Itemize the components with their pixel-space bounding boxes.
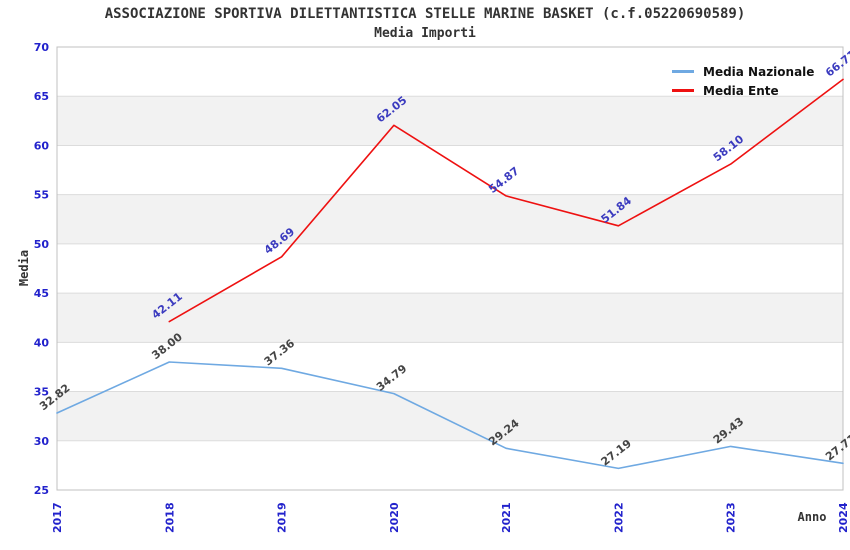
x-tick-label: 2020 (388, 502, 401, 533)
x-axis-title: Anno (798, 510, 827, 524)
legend-label-media-nazionale: Media Nazionale (703, 64, 815, 79)
point-label: 54.87 (486, 164, 521, 196)
x-tick-label: 2018 (163, 502, 176, 533)
chart-subtitle: Media Importi (374, 26, 476, 41)
legend-item-media-ente: Media Ente (672, 81, 814, 100)
legend-label-media-ente: Media Ente (703, 83, 779, 98)
plot-band (57, 391, 843, 441)
series-line-media-nazionale (56, 361, 844, 470)
x-tick-label: 2022 (612, 502, 625, 533)
y-tick-label: 70 (34, 41, 50, 54)
plot-band (57, 293, 843, 343)
y-tick-label: 50 (34, 238, 50, 251)
x-tick-label: 2017 (51, 502, 64, 533)
y-tick-label: 35 (34, 386, 49, 399)
y-axis-title: Media (17, 250, 31, 286)
x-tick-label: 2021 (500, 502, 513, 533)
y-tick-label: 45 (34, 287, 49, 300)
plot-frame (56, 46, 844, 491)
y-tick-label: 55 (34, 189, 49, 202)
point-label: 34.79 (374, 362, 409, 394)
chart-title: ASSOCIAZIONE SPORTIVA DILETTANTISTICA ST… (104, 6, 746, 22)
y-tick-label: 30 (34, 435, 50, 448)
media-nazionale-line-swatch-icon (672, 70, 694, 73)
series-line-media-ente (168, 78, 844, 323)
plot-band (57, 96, 843, 146)
legend: Media Nazionale Media Ente (672, 62, 814, 100)
point-label: 66.71 (823, 48, 850, 80)
x-tick-label: 2023 (725, 502, 738, 533)
media-ente-line-swatch-icon (672, 89, 694, 92)
point-label: 27.19 (599, 437, 634, 469)
y-tick-label: 25 (34, 484, 49, 497)
y-tick-label: 60 (34, 139, 50, 152)
legend-item-media-nazionale: Media Nazionale (672, 62, 814, 81)
plot-band (57, 194, 843, 244)
x-tick-label: 2019 (276, 502, 289, 533)
x-tick-label: 2024 (837, 502, 850, 533)
y-tick-label: 40 (34, 336, 50, 349)
y-tick-label: 65 (34, 90, 49, 103)
